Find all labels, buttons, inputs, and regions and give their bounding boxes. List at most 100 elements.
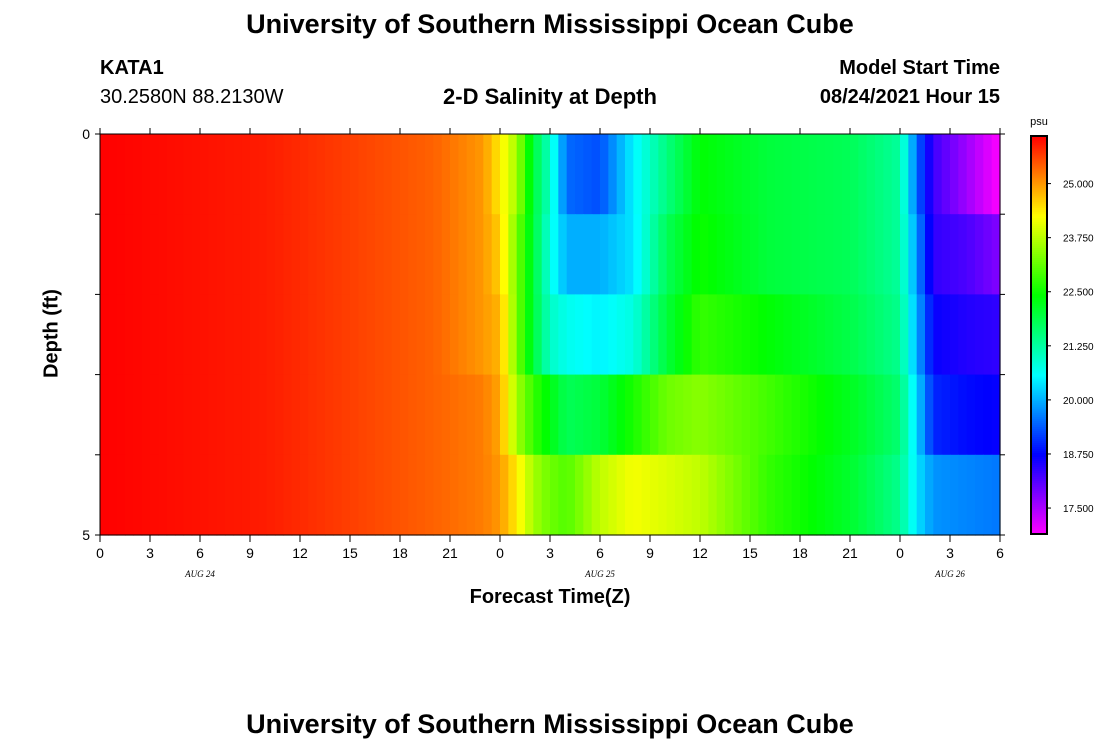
heatmap-cell bbox=[600, 454, 609, 536]
heatmap-cell bbox=[491, 294, 501, 376]
colorbar-segment bbox=[1031, 350, 1047, 354]
heatmap-cell bbox=[983, 214, 993, 295]
heatmap-cell bbox=[416, 454, 426, 536]
colorbar-segment bbox=[1031, 458, 1047, 461]
heatmap-cell bbox=[558, 134, 568, 215]
heatmap-cell bbox=[841, 294, 851, 376]
heatmap-cell bbox=[916, 294, 926, 376]
heatmap-cell bbox=[541, 134, 551, 215]
heatmap-cell bbox=[675, 214, 684, 295]
heatmap-cell bbox=[866, 294, 876, 376]
heatmap-cell bbox=[183, 374, 193, 456]
heatmap-cell bbox=[816, 374, 826, 456]
heatmap-cell bbox=[783, 454, 793, 536]
heatmap-cell bbox=[891, 134, 901, 215]
colorbar-tick-label: 20.000 bbox=[1063, 396, 1094, 407]
heatmap-cell bbox=[425, 214, 434, 295]
heatmap-cell bbox=[816, 214, 826, 295]
colorbar-segment bbox=[1031, 193, 1047, 197]
colorbar-segment bbox=[1031, 480, 1047, 483]
heatmap-cell bbox=[441, 134, 451, 215]
heatmap-cell bbox=[133, 294, 143, 376]
colorbar-segment bbox=[1031, 241, 1047, 245]
heatmap-cell bbox=[175, 214, 184, 295]
heatmap-cell bbox=[925, 454, 934, 536]
colorbar-segment bbox=[1031, 388, 1047, 392]
heatmap-cell bbox=[366, 374, 376, 456]
heatmap-cell bbox=[616, 214, 626, 295]
heatmap-cell bbox=[125, 214, 134, 295]
heatmap-cell bbox=[825, 214, 834, 295]
heatmap-cell bbox=[991, 374, 1001, 456]
heatmap-cell bbox=[750, 454, 759, 536]
colorbar-segment bbox=[1031, 356, 1047, 360]
heatmap-cell bbox=[808, 214, 818, 295]
heatmap-cell bbox=[900, 294, 909, 376]
colorbar-segment bbox=[1031, 177, 1047, 181]
heatmap-cell bbox=[350, 454, 359, 536]
heatmap-cell bbox=[116, 294, 126, 376]
heatmap-cell bbox=[150, 134, 159, 215]
colorbar-segment bbox=[1031, 422, 1047, 426]
heatmap-cell bbox=[358, 214, 368, 295]
heatmap-cell bbox=[791, 214, 801, 295]
heatmap-cell bbox=[550, 454, 559, 536]
heatmap-cell bbox=[975, 454, 984, 536]
heatmap-cell bbox=[500, 294, 509, 376]
heatmap-cell bbox=[733, 294, 743, 376]
heatmap-cell bbox=[158, 454, 168, 536]
heatmap-cell bbox=[966, 294, 976, 376]
x-tick-label: 3 bbox=[546, 545, 554, 561]
station-id: KATA1 bbox=[100, 57, 164, 79]
heatmap-cell bbox=[950, 134, 959, 215]
heatmap-cell bbox=[408, 374, 418, 456]
heatmap-cell bbox=[266, 374, 276, 456]
heatmap-cell bbox=[925, 374, 934, 456]
heatmap-cell bbox=[833, 374, 843, 456]
heatmap-cell bbox=[958, 134, 968, 215]
heatmap-cell bbox=[558, 374, 568, 456]
heatmap-cell bbox=[583, 374, 593, 456]
colorbar-tick-label: 17.500 bbox=[1063, 504, 1094, 515]
heatmap-cell bbox=[633, 374, 643, 456]
x-tick-label: 12 bbox=[292, 545, 308, 561]
heatmap-cell bbox=[500, 214, 509, 295]
heatmap-cell bbox=[316, 214, 326, 295]
colorbar-segment bbox=[1031, 402, 1047, 406]
heatmap-cell bbox=[841, 454, 851, 536]
heatmap-cell bbox=[658, 454, 668, 536]
heatmap-cell bbox=[283, 294, 293, 376]
heatmap-cell bbox=[566, 374, 576, 456]
colorbar-segment bbox=[1031, 149, 1047, 153]
colorbar-segment bbox=[1031, 462, 1047, 465]
colorbar-segment bbox=[1031, 364, 1047, 368]
heatmap-cell bbox=[641, 294, 651, 376]
heatmap-cell bbox=[691, 374, 701, 456]
colorbar-segment bbox=[1031, 299, 1047, 302]
colorbar-segment bbox=[1031, 259, 1047, 262]
heatmap-cell bbox=[241, 294, 251, 376]
heatmap-cell bbox=[633, 454, 643, 536]
heatmap-cell bbox=[375, 454, 384, 536]
heatmap-cell bbox=[416, 294, 426, 376]
colorbar-segment bbox=[1031, 271, 1047, 274]
x-tick-label: 0 bbox=[96, 545, 104, 561]
heatmap-cell bbox=[350, 294, 359, 376]
heatmap-cell bbox=[508, 214, 518, 295]
colorbar-segment bbox=[1031, 394, 1047, 398]
heatmap-cell bbox=[341, 214, 351, 295]
heatmap-cell bbox=[791, 374, 801, 456]
heatmap-cell bbox=[575, 454, 584, 536]
heatmap-cell bbox=[250, 454, 259, 536]
heatmap-cell bbox=[116, 214, 126, 295]
heatmap-cell bbox=[700, 374, 709, 456]
colorbar-segment bbox=[1031, 285, 1047, 288]
heatmap-cell bbox=[900, 214, 909, 295]
heatmap-cell bbox=[433, 454, 443, 536]
heatmap-cell bbox=[450, 134, 459, 215]
heatmap-cell bbox=[708, 294, 718, 376]
heatmap-cell bbox=[325, 374, 334, 456]
colorbar-segment bbox=[1031, 189, 1047, 193]
colorbar-segment bbox=[1031, 428, 1047, 432]
colorbar-segment bbox=[1031, 448, 1047, 452]
